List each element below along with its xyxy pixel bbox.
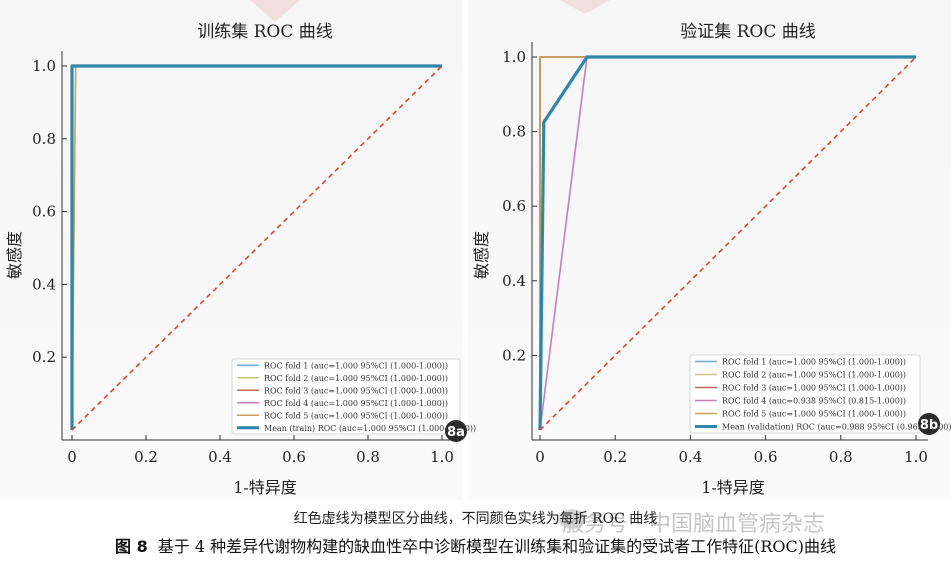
x-tick-label: 0 (535, 448, 545, 466)
figure-caption-text: 基于 4 种差异代谢物构建的缺血性卒中诊断模型在训练集和验证集的受试者工作特征(… (157, 537, 836, 556)
y-tick-label: 0.8 (32, 130, 56, 148)
watermark-text: 服务号 · 中国脑血管病杂志 (562, 512, 825, 537)
legend-entry: Mean (train) ROC (auc=1.000 95%CI (1.000… (264, 424, 476, 433)
chart-legend: ROC fold 1 (auc=1.000 95%CI (1.000-1.000… (689, 354, 951, 434)
decorative-red-shape (250, 0, 300, 22)
panel-label: 8b (920, 418, 938, 433)
x-axis-label: 1-特异度 (701, 478, 765, 497)
legend-entry: ROC fold 4 (auc=0.938 95%CI (0.815-1.000… (722, 397, 906, 406)
legend-entry: ROC fold 3 (auc=1.000 95%CI (1.000-1.000… (722, 384, 906, 393)
chart-title: 验证集 ROC 曲线 (680, 22, 816, 42)
y-tick-label: 0.2 (502, 346, 526, 364)
x-tick-label: 0.6 (282, 448, 306, 466)
reference-diagonal-line (71, 65, 443, 431)
x-tick-label: 0.8 (356, 448, 380, 466)
reference-diagonal-line (539, 56, 917, 431)
roc-chart-validation: 验证集 ROC 曲线 0 0.2 0.4 0.6 0.8 1.0 0.2 0.4 0.6 0.8 1.… (472, 22, 951, 497)
decorative-red-shape (560, 0, 610, 14)
x-tick-label: 1.0 (904, 448, 928, 466)
y-tick-label: 0.6 (502, 197, 526, 215)
x-tick-label: 0 (67, 448, 77, 466)
y-tick-label: 0.2 (32, 348, 56, 366)
x-tick-label: 0.4 (678, 448, 702, 466)
legend-entry: Mean (validation) ROC (auc=0.988 95%CI (… (722, 423, 951, 432)
y-tick-label: 0.4 (32, 275, 56, 293)
legend-entry: ROC fold 5 (auc=1.000 95%CI (1.000-1.000… (722, 410, 906, 419)
legend-box (231, 358, 461, 435)
y-tick-label: 1.0 (502, 48, 526, 66)
legend-entry: ROC fold 1 (auc=1.000 95%CI (1.000-1.000… (722, 358, 906, 367)
legend-entry: ROC fold 2 (auc=1.000 95%CI (1.000-1.000… (722, 371, 906, 380)
x-tick-label: 0.8 (829, 448, 853, 466)
watermark-bubble-icon (558, 509, 586, 529)
legend-entry: ROC fold 2 (auc=1.000 95%CI (1.000-1.000… (264, 374, 448, 383)
legend-entry: ROC fold 5 (auc=1.000 95%CI (1.000-1.000… (264, 411, 448, 420)
figure-caption: 图 8 基于 4 种差异代谢物构建的缺血性卒中诊断模型在训练集和验证集的受试者工作… (0, 533, 951, 557)
panel-label: 8a (447, 425, 465, 440)
y-tick-label: 0.8 (502, 123, 526, 141)
x-tick-label: 0.2 (134, 448, 158, 466)
panel-badge (445, 420, 467, 442)
x-tick-label: 0.6 (754, 448, 778, 466)
y-tick-label: 1.0 (32, 57, 56, 75)
y-tick-label: 0.4 (502, 272, 526, 290)
panel-badge (918, 413, 940, 435)
y-tick-label: 0.6 (32, 203, 56, 221)
figure-label: 图 8 (115, 537, 148, 556)
y-axis-label: 敏感度 (5, 231, 24, 279)
legend-entry: ROC fold 1 (auc=1.000 95%CI (1.000-1.000… (264, 361, 448, 370)
mean-roc-line (70, 64, 442, 430)
x-tick-label: 0.2 (603, 448, 627, 466)
x-tick-label: 0.4 (208, 448, 232, 466)
roc-chart-train: 训练集 ROC 曲线 0 0.2 0.4 0.6 0.8 1.0 0.2 0.4 0.6 0.8 1.… (5, 22, 476, 497)
figure-note: 红色虚线为模型区分曲线，不同颜色实线为每折 ROC 曲线 (293, 511, 658, 527)
y-axis-label: 敏感度 (472, 231, 491, 279)
legend-entry: ROC fold 4 (auc=1.000 95%CI (1.000-1.000… (264, 399, 448, 408)
x-tick-label: 1.0 (430, 448, 454, 466)
chart-legend: ROC fold 1 (auc=1.000 95%CI (1.000-1.000… (231, 358, 476, 435)
chart-title: 训练集 ROC 曲线 (197, 22, 333, 42)
legend-box (689, 354, 921, 434)
legend-entry: ROC fold 3 (auc=1.000 95%CI (1.000-1.000… (264, 386, 448, 395)
mean-roc-line (538, 55, 916, 431)
x-axis-label: 1-特异度 (233, 478, 297, 497)
